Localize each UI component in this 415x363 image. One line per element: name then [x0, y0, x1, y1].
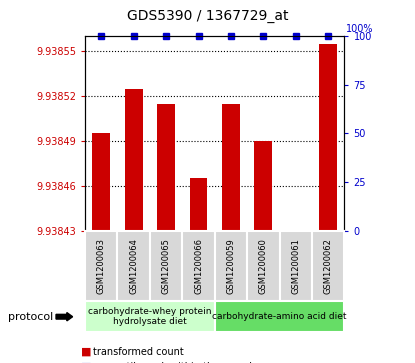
- Text: transformed count: transformed count: [93, 347, 184, 357]
- Text: GSM1200063: GSM1200063: [97, 238, 106, 294]
- Text: GSM1200061: GSM1200061: [291, 238, 300, 294]
- Text: GSM1200064: GSM1200064: [129, 238, 138, 294]
- Text: carbohydrate-whey protein
hydrolysate diet: carbohydrate-whey protein hydrolysate di…: [88, 307, 212, 326]
- Text: GSM1200066: GSM1200066: [194, 238, 203, 294]
- Text: GSM1200062: GSM1200062: [324, 238, 333, 294]
- Text: percentile rank within the sample: percentile rank within the sample: [93, 362, 259, 363]
- Text: ■: ■: [81, 362, 91, 363]
- Bar: [125, 89, 143, 231]
- Bar: [222, 103, 240, 231]
- Text: protocol: protocol: [8, 312, 54, 322]
- Bar: [254, 141, 272, 231]
- Bar: [157, 103, 175, 231]
- Text: GSM1200060: GSM1200060: [259, 238, 268, 294]
- Bar: [319, 44, 337, 231]
- Text: GDS5390 / 1367729_at: GDS5390 / 1367729_at: [127, 9, 288, 23]
- Text: GSM1200065: GSM1200065: [161, 238, 171, 294]
- Bar: [93, 134, 110, 231]
- Bar: [190, 178, 208, 231]
- Text: carbohydrate-amino acid diet: carbohydrate-amino acid diet: [212, 312, 347, 321]
- Text: GSM1200059: GSM1200059: [227, 238, 235, 294]
- Text: ■: ■: [81, 347, 91, 357]
- Text: 100%: 100%: [346, 24, 373, 34]
